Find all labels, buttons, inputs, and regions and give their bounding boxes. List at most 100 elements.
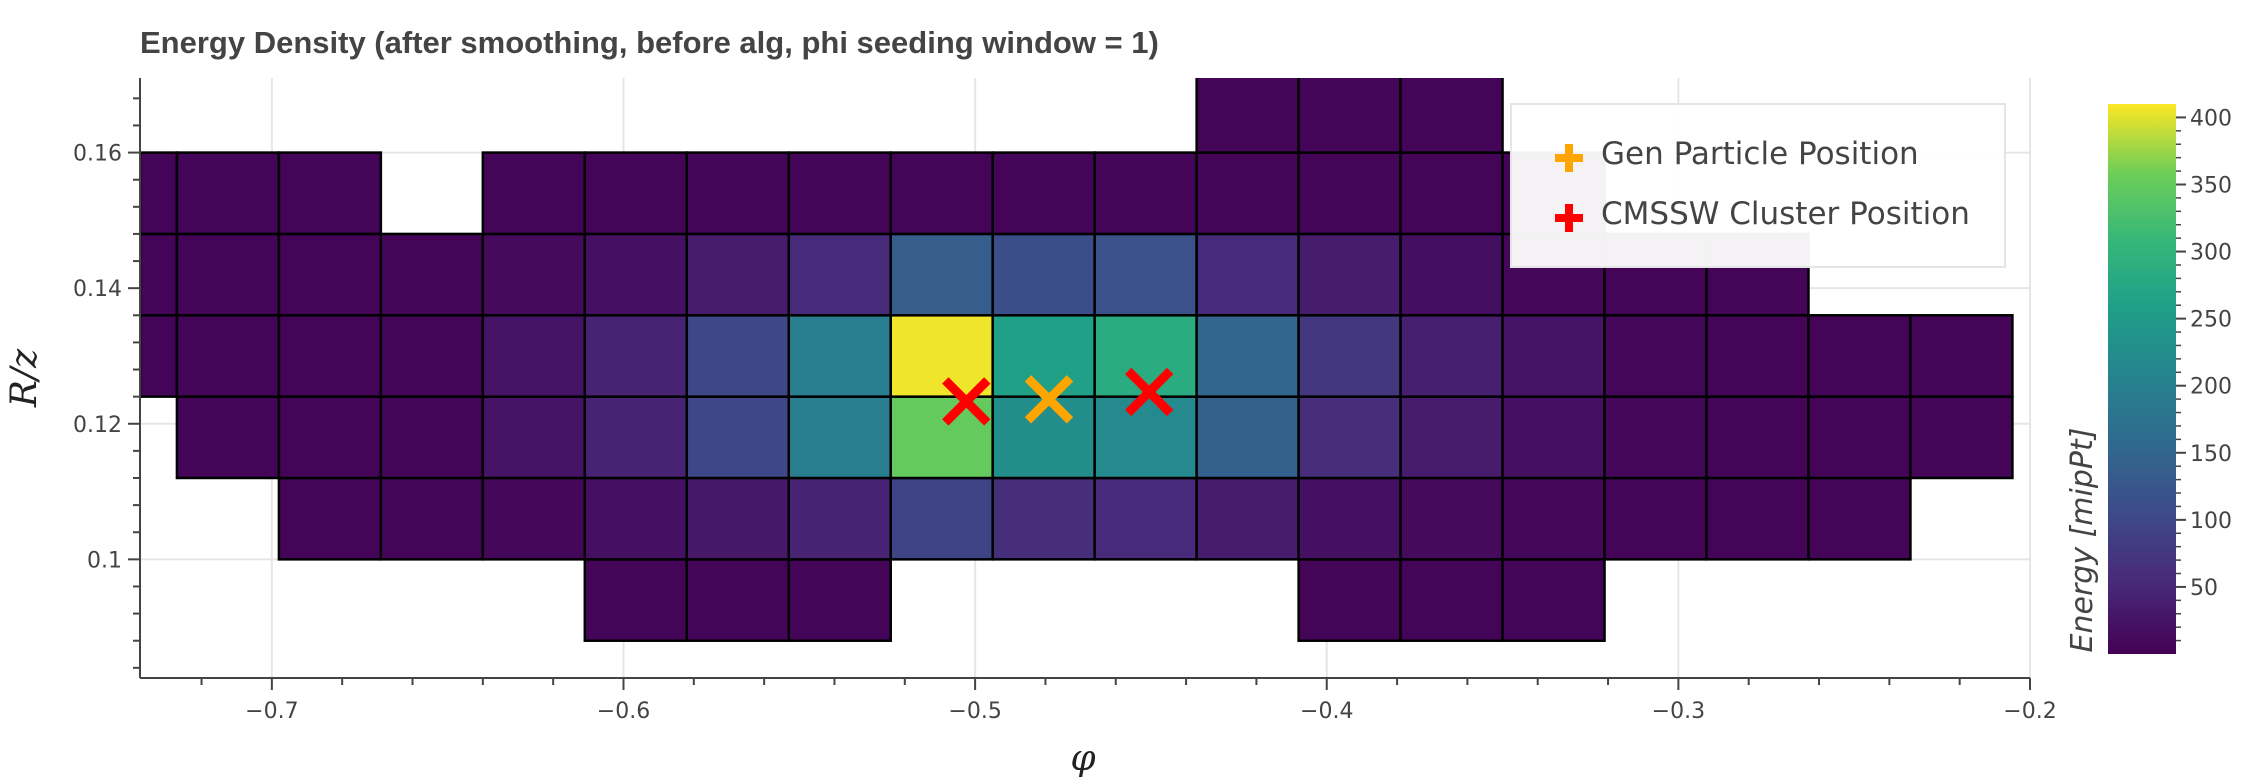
colorbar-tick-label: 50	[2190, 576, 2218, 601]
heatmap-cell	[1399, 314, 1504, 398]
heatmap-cell	[1909, 314, 2014, 398]
marker-stroke	[1024, 375, 1074, 424]
heatmap-cell	[1399, 395, 1504, 480]
heatmap-cell	[787, 476, 892, 561]
heatmap-cell	[889, 476, 994, 561]
marker-stroke	[1124, 367, 1174, 417]
heatmap-cell	[583, 232, 689, 317]
legend-gen-particle-icon	[1555, 144, 1583, 172]
heatmap-cell	[991, 232, 1096, 317]
chart-title: Energy Density (after smoothing, before …	[140, 25, 1159, 60]
heatmap-cell	[1399, 232, 1504, 317]
x-tick-label: −0.4	[1300, 699, 1353, 724]
heatmap-cell	[1195, 151, 1300, 236]
colorbar-tick-label: 250	[2190, 308, 2232, 333]
heatmap-cell	[481, 151, 587, 236]
x-axis-label: φ	[1070, 738, 1096, 777]
colorbar-tick-label: 150	[2190, 442, 2232, 467]
heatmap-cell	[787, 395, 892, 480]
heatmap-cell	[787, 232, 892, 317]
y-tick-label: 0.16	[73, 142, 122, 167]
heatmap-cell	[889, 151, 994, 236]
heatmap-cell	[1399, 558, 1504, 642]
heatmap-cell	[481, 232, 587, 317]
heatmap-cell	[1399, 476, 1504, 561]
heatmap-cell	[379, 232, 485, 317]
heatmap-cell	[379, 314, 485, 398]
heatmap-cell	[1297, 232, 1402, 317]
heatmap-cell	[277, 151, 383, 236]
heatmap-cell	[277, 314, 383, 398]
heatmap-cell	[1705, 395, 1810, 480]
heatmap-cell	[1603, 314, 1708, 398]
x-tick-label: −0.6	[597, 699, 650, 724]
legend-gen-particle-label: Gen Particle Position	[1601, 136, 1919, 172]
heatmap-cell	[1093, 232, 1198, 317]
heatmap-cell	[583, 314, 689, 398]
heatmap-cell	[1909, 395, 2014, 480]
heatmap-cell	[1297, 78, 1402, 154]
heatmap-cell	[685, 151, 791, 236]
heatmap-cell	[685, 476, 791, 561]
heatmap-cell	[1807, 395, 1912, 480]
heatmap-cell	[175, 314, 281, 398]
axes: −0.7 −0.6 −0.5 −0.4 −0.3 −0.2 0.1 0.12 0.14 0.16	[73, 78, 2057, 724]
marker-cmssw-cluster-position	[942, 377, 991, 426]
heatmap-cell	[787, 558, 892, 642]
colorbar-ticks: 50 100 150 200 250 300 350 400	[2176, 106, 2232, 642]
marker-stroke	[942, 377, 991, 426]
heatmap-cells	[140, 78, 2014, 642]
heatmap-cell	[1297, 558, 1402, 642]
colorbar-tick-label: 300	[2190, 241, 2232, 266]
heatmap-cell	[1093, 151, 1198, 236]
heatmap-cell	[1603, 476, 1708, 561]
heatmap-cell	[1501, 476, 1606, 561]
colorbar-label: Energy [mipPt]	[2065, 428, 2100, 653]
heatmap-cell	[277, 476, 383, 561]
colorbar-tick-label: 400	[2190, 106, 2232, 131]
colorbar-gradient	[2108, 104, 2176, 654]
legend-cmssw-cluster-label: CMSSW Cluster Position	[1601, 196, 1970, 232]
colorbar: 50 100 150 200 250 300 350 400 Energy [mipPt]	[2065, 104, 2232, 654]
heatmap-cell	[889, 314, 994, 398]
x-tick-label: −0.2	[2003, 699, 2056, 724]
heatmap-cell	[1195, 78, 1300, 154]
heatmap-cell	[991, 314, 1096, 398]
heatmap-cell	[175, 232, 281, 317]
heatmap-cell	[685, 558, 791, 642]
legend: Gen Particle Position CMSSW Cluster Posi…	[1510, 103, 2006, 268]
heatmap-cell	[1195, 476, 1300, 561]
heatmap-cell	[1195, 395, 1300, 480]
heatmap-cell	[1501, 314, 1606, 398]
heatmap-cell	[1705, 314, 1810, 398]
colorbar-tick-label: 100	[2190, 509, 2232, 534]
heatmap-cell	[583, 395, 689, 480]
heatmap-cell	[277, 395, 383, 480]
heatmap-cell	[140, 151, 179, 236]
heatmap-cell	[1807, 314, 1912, 398]
heatmap-cell	[175, 395, 281, 480]
heatmap-cell	[685, 232, 791, 317]
heatmap-cell	[1807, 476, 1912, 561]
heatmap-cell	[1195, 314, 1300, 398]
heatmap-cell	[685, 314, 791, 398]
heatmap-cell	[583, 151, 689, 236]
heatmap-cell	[1705, 476, 1810, 561]
heatmap-cell	[1399, 78, 1504, 154]
heatmap-cell	[1501, 395, 1606, 480]
heatmap-cell	[481, 395, 587, 480]
heatmap-cell	[175, 151, 281, 236]
x-tick-label: −0.3	[1652, 699, 1705, 724]
heatmap-cell	[277, 232, 383, 317]
heatmap-cell	[991, 151, 1096, 236]
heatmap-cell	[1297, 476, 1402, 561]
y-tick-label: 0.14	[73, 277, 122, 302]
heatmap-cell	[379, 476, 485, 561]
heatmap-cell	[140, 314, 179, 398]
heatmap-cell	[481, 476, 587, 561]
colorbar-tick-label: 350	[2190, 173, 2232, 198]
y-axis-label: R/z	[4, 348, 45, 408]
colorbar-tick-label: 200	[2190, 375, 2232, 400]
position-markers	[942, 367, 1174, 426]
heatmap-cell	[1195, 232, 1300, 317]
